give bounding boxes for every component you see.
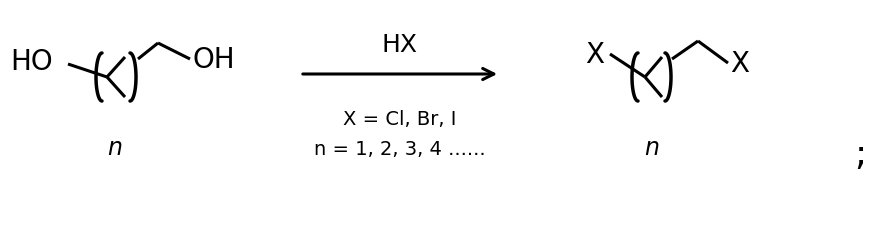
- Text: ;: ;: [854, 137, 866, 171]
- Text: X = Cl, Br, I: X = Cl, Br, I: [344, 110, 457, 129]
- Text: HO: HO: [10, 48, 53, 76]
- Text: n: n: [644, 135, 659, 159]
- Text: n = 1, 2, 3, 4 ......: n = 1, 2, 3, 4 ......: [314, 140, 486, 159]
- Text: HX: HX: [382, 33, 418, 57]
- Text: X: X: [585, 41, 604, 69]
- Text: X: X: [730, 50, 749, 78]
- Text: OH: OH: [192, 46, 235, 74]
- Text: n: n: [108, 135, 123, 159]
